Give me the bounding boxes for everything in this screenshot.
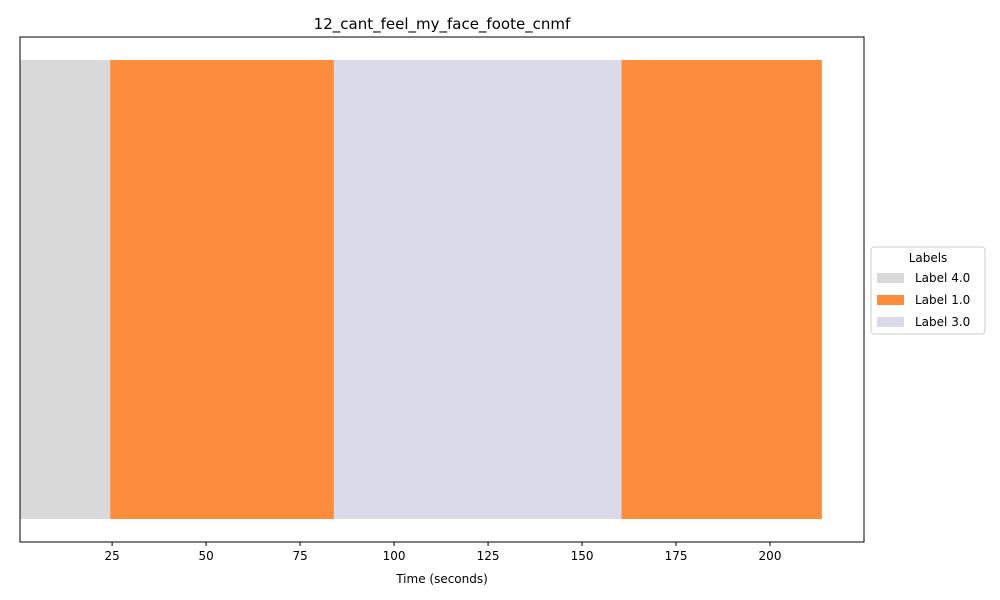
- legend-entry-label: Label 4.0: [915, 271, 970, 285]
- legend-entry-label: Label 1.0: [915, 293, 970, 307]
- chart-title: 12_cant_feel_my_face_foote_cnmf: [314, 15, 571, 34]
- segment-bar-3: [333, 60, 622, 519]
- plot-frame: [19, 36, 865, 543]
- segment-bar-1: [20, 60, 111, 519]
- legend: Labels Label 4.0 Label 1.0 Label 3.0: [870, 246, 986, 335]
- x-axis-ticks: 25 50 75 100 125 150 175 200: [104, 542, 781, 563]
- legend-swatch: [877, 295, 904, 305]
- x-tick-label: 25: [104, 549, 119, 563]
- x-axis-label: Time (seconds): [395, 572, 488, 586]
- x-tick-label: 75: [292, 549, 307, 563]
- x-tick-label: 50: [198, 549, 213, 563]
- legend-box: [870, 246, 986, 335]
- x-tick-label: 100: [383, 549, 406, 563]
- segment-bar-4: [621, 60, 822, 519]
- legend-swatch: [877, 317, 904, 327]
- segments-group: [20, 60, 822, 519]
- legend-title: Labels: [909, 251, 948, 265]
- x-tick-label: 150: [571, 549, 594, 563]
- x-tick-label: 200: [759, 549, 782, 563]
- legend-swatch: [877, 273, 904, 283]
- legend-entry-label: Label 3.0: [915, 315, 970, 329]
- x-tick-label: 125: [477, 549, 500, 563]
- segment-bar-2: [110, 60, 334, 519]
- x-tick-label: 175: [665, 549, 688, 563]
- legend-entries: Label 4.0 Label 1.0 Label 3.0: [877, 271, 970, 329]
